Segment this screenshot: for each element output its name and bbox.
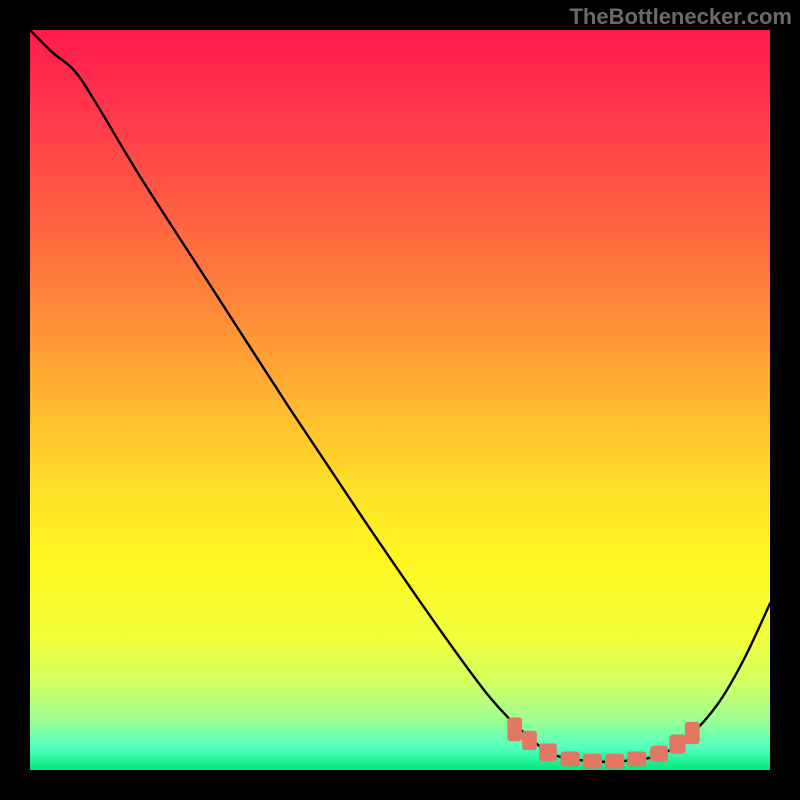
root-container: TheBottlenecker.com [0,0,800,800]
curve-marker [539,743,557,761]
curve-marker [583,754,602,769]
curve-marker [507,717,522,741]
curve-marker [685,722,700,744]
watermark-label: TheBottlenecker.com [569,4,792,30]
curve-marker [605,754,624,769]
curve-marker [627,752,646,767]
curve-marker [650,746,668,762]
curve-marker [561,752,580,767]
chart-svg [30,30,770,770]
curve-marker [522,731,537,750]
curve-marker [669,734,685,753]
gradient-background [30,30,770,770]
chart-plot [30,30,770,770]
